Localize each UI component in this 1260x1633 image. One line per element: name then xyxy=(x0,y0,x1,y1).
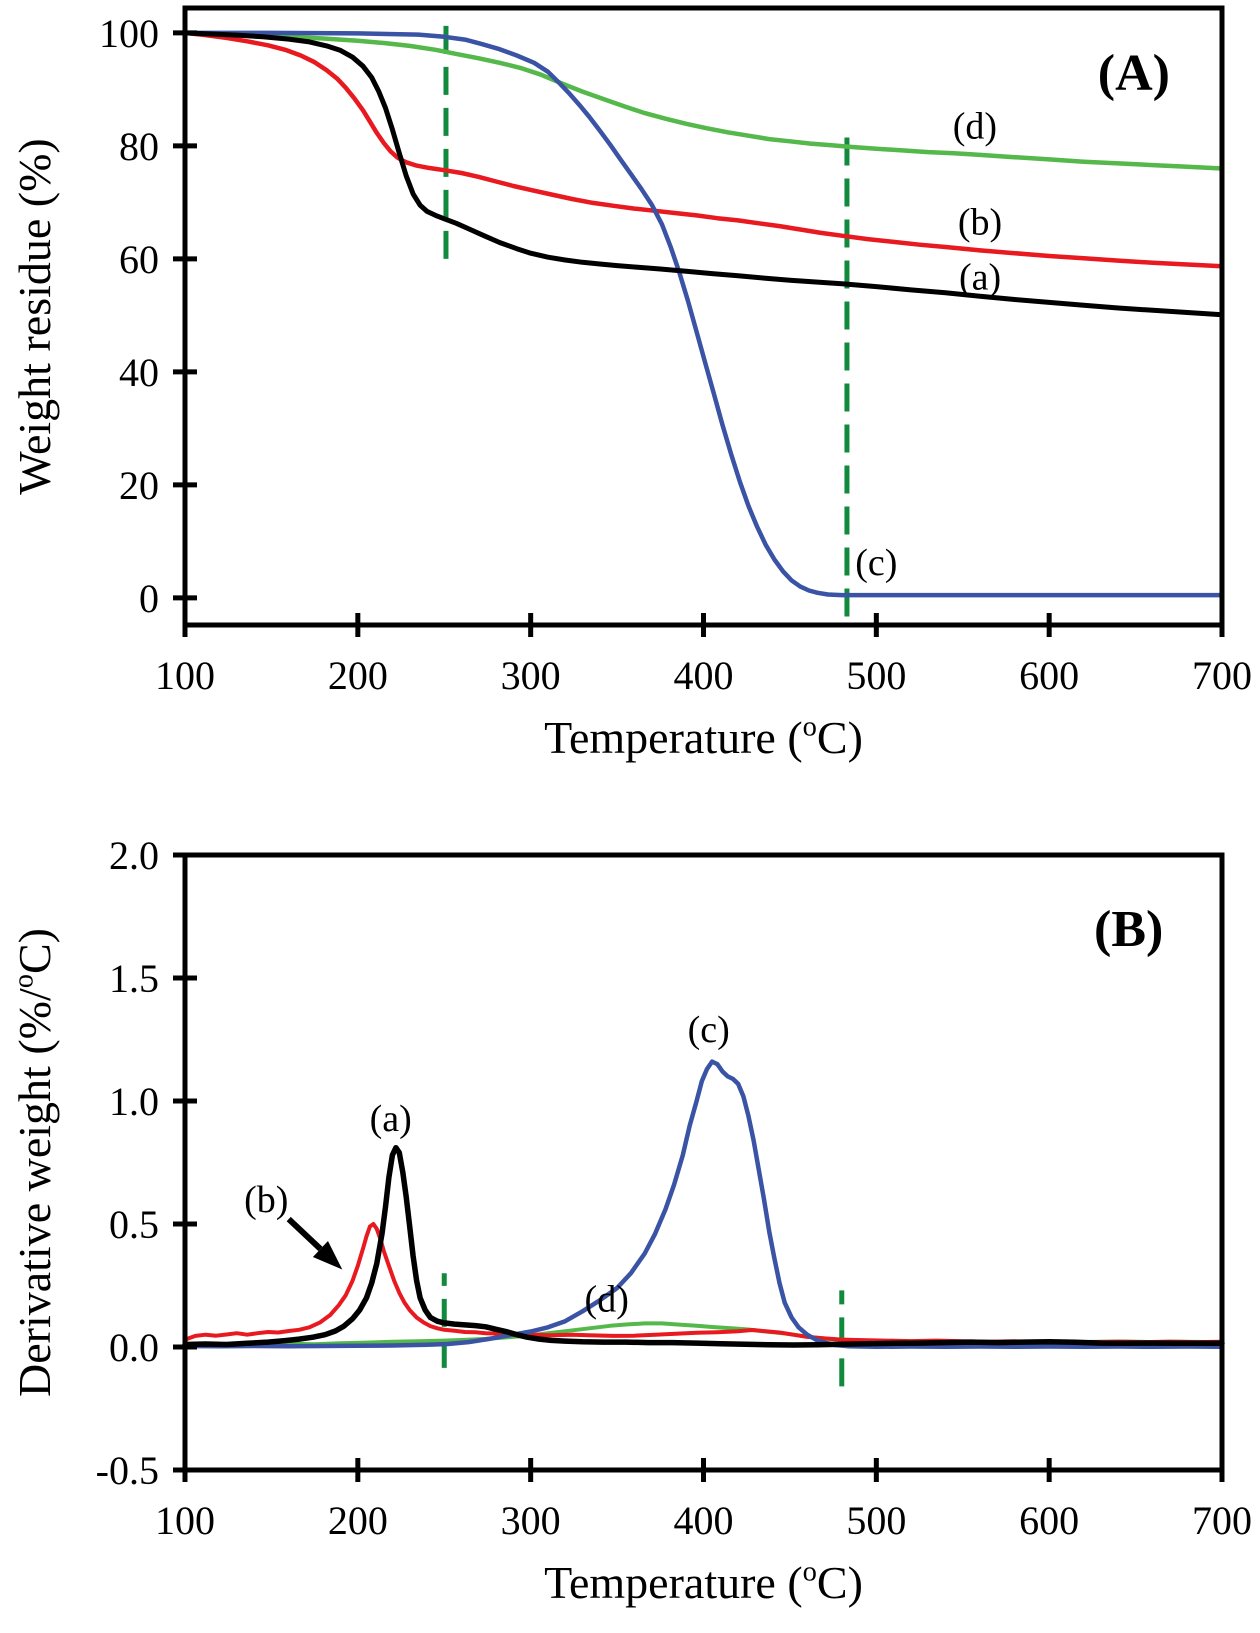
annotation-arrow-head xyxy=(312,1240,343,1270)
y-axis-title: Weight residue (%) xyxy=(9,138,60,495)
curve-b xyxy=(182,30,1225,269)
x-tick-label: 100 xyxy=(155,653,215,698)
curve-label-c: (c) xyxy=(855,542,897,584)
y-tick-label: 2.0 xyxy=(109,833,159,878)
annotation-arrow-line xyxy=(286,1216,323,1252)
x-tick-label: 500 xyxy=(846,653,906,698)
x-tick-label: 500 xyxy=(846,1498,906,1543)
panel-B: 100 200 300 400 500 600 700 -0.5 0.0 0.5 1.0 1.5 2.0… xyxy=(9,833,1252,1608)
curve-a xyxy=(182,30,1225,318)
y-tick-label: 60 xyxy=(119,237,159,282)
x-tick-label: 200 xyxy=(328,653,388,698)
curve-label-a: (a) xyxy=(959,256,1001,298)
y-tick-label: 1.5 xyxy=(109,956,159,1001)
y-tick-label: 20 xyxy=(119,463,159,508)
plot-frame xyxy=(182,852,1225,1473)
x-tick-label: 600 xyxy=(1019,1498,1079,1543)
x-tick-label: 200 xyxy=(328,1498,388,1543)
x-tick-label: 300 xyxy=(501,1498,561,1543)
y-tick-label: 0.0 xyxy=(109,1325,159,1370)
panel-label-A: (A) xyxy=(1098,45,1170,102)
x-tick-label: 700 xyxy=(1192,653,1252,698)
y-tick-label: 80 xyxy=(119,124,159,169)
y-tick-label: 0.5 xyxy=(109,1202,159,1247)
y-tick-label: 100 xyxy=(99,11,159,56)
panel-A: 100 200 300 400 500 600 700 0 20 40 60 80 100 Tempera… xyxy=(9,5,1252,763)
y-tick-label: 0 xyxy=(139,576,159,621)
curve-label-d: (d) xyxy=(585,1279,629,1321)
x-tick-label: 400 xyxy=(674,1498,734,1543)
curve-a xyxy=(182,1144,1225,1348)
x-tick-label: 300 xyxy=(501,653,561,698)
x-tick-label: 100 xyxy=(155,1498,215,1543)
plot-frame xyxy=(182,5,1225,628)
y-tick-label: 1.0 xyxy=(109,1079,159,1124)
panel-label-B: (B) xyxy=(1094,901,1163,958)
x-tick-label: 400 xyxy=(674,653,734,698)
y-axis-title: Derivative weight (%/oC) xyxy=(9,928,60,1397)
y-tick-label: -0.5 xyxy=(96,1448,159,1493)
x-axis-title: Temperature (oC) xyxy=(544,1557,863,1608)
curve-label-d: (d) xyxy=(953,106,997,148)
x-axis-title: Temperature (oC) xyxy=(544,712,863,763)
y-tick-label: 40 xyxy=(119,350,159,395)
x-tick-label: 600 xyxy=(1019,653,1079,698)
curve-label-c: (c) xyxy=(688,1009,730,1051)
curve-label-a: (a) xyxy=(370,1098,412,1140)
curve-label-b: (b) xyxy=(244,1179,288,1221)
x-tick-label: 700 xyxy=(1192,1498,1252,1543)
curve-d xyxy=(182,30,1225,171)
curve-label-b: (b) xyxy=(958,202,1002,244)
curve-c xyxy=(182,30,1225,598)
curve-c xyxy=(182,1059,1225,1350)
